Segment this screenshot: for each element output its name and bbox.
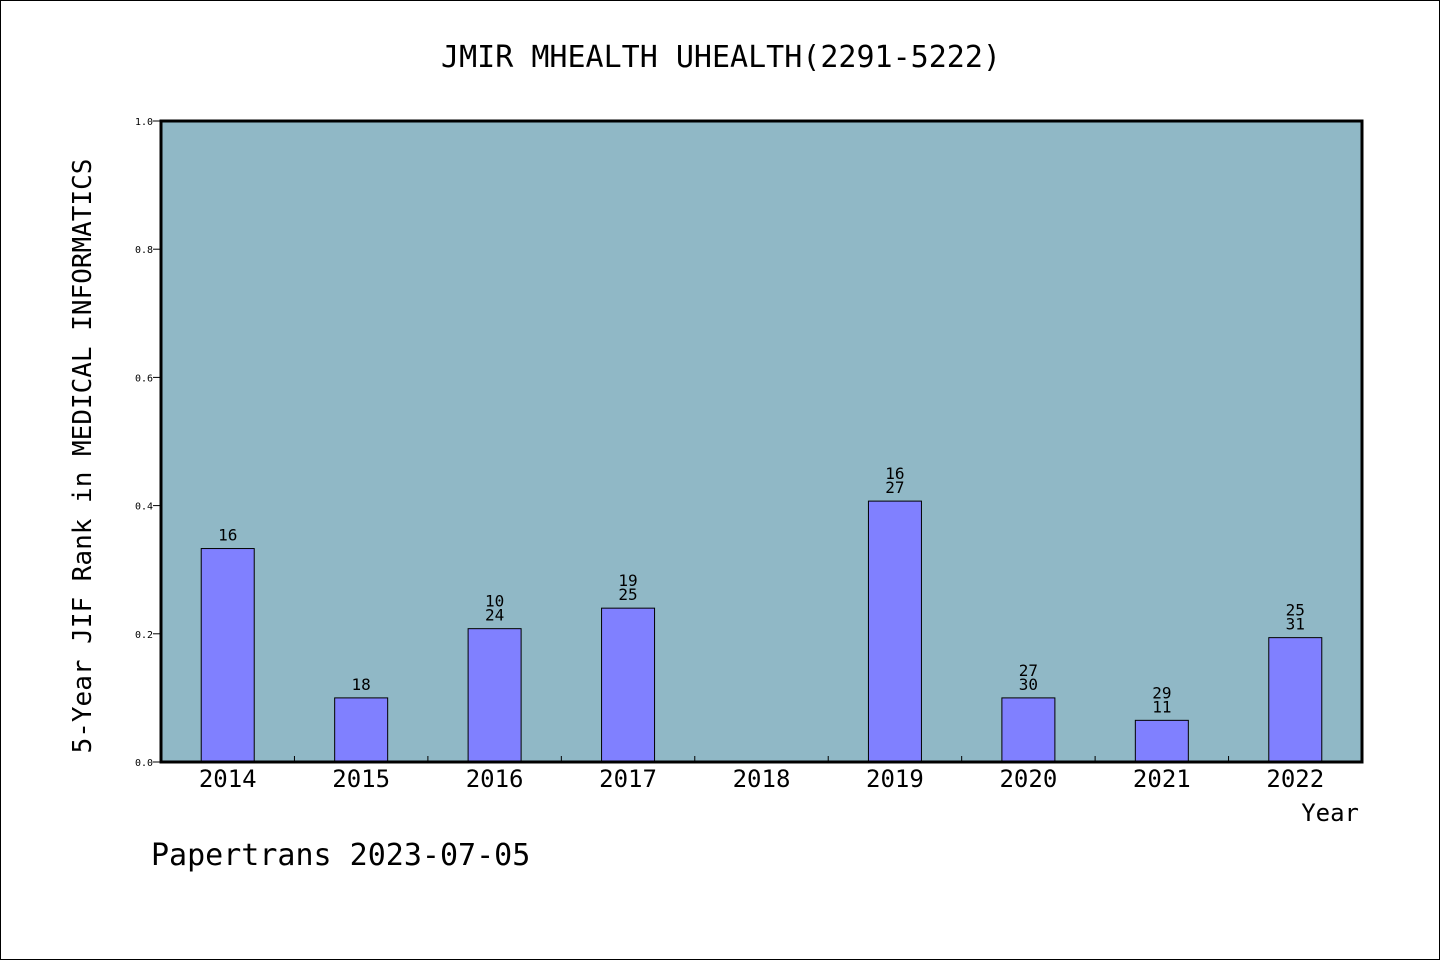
x-tick-label: 2022 (1266, 765, 1324, 793)
bar-data-label: 27 (1019, 661, 1038, 680)
x-ticks: 2014 2015 2016 2017 2018 2019 2020 2021 2022 (199, 756, 1324, 793)
bar (467, 628, 522, 763)
y-tick-label: 0.0 (135, 758, 153, 769)
y-ticks: 0.0 0.2 0.4 0.6 0.8 1.0 (135, 117, 161, 769)
bar (1134, 719, 1189, 763)
x-tick-label: 2020 (999, 765, 1057, 793)
x-tick-label: 2015 (332, 765, 390, 793)
x-tick-label: 2021 (1133, 765, 1191, 793)
x-tick-label: 2018 (733, 765, 791, 793)
footer-watermark: Papertrans 2023-07-05 (151, 838, 530, 873)
bar-data-label: 30 (1019, 675, 1038, 694)
bar-data-label: 16 (885, 464, 904, 483)
bar-data-label: 24 (485, 606, 504, 625)
bar (1001, 697, 1056, 763)
bar-data-label: 25 (618, 585, 637, 604)
bar (200, 548, 255, 763)
x-tick-label: 2019 (866, 765, 924, 793)
x-axis-label: Year (1301, 799, 1359, 827)
chart-title: JMIR MHEALTH UHEALTH(2291-5222) (441, 40, 1001, 75)
y-tick-label: 0.2 (135, 630, 153, 641)
x-tick-label: 2014 (199, 765, 257, 793)
plot-border (159, 119, 1364, 764)
y-tick-label: 0.6 (135, 373, 153, 384)
bar-data-label: 18 (352, 675, 371, 694)
bar (1268, 637, 1323, 763)
bar-data-label: 27 (885, 478, 904, 497)
bar-data-label: 16 (218, 526, 237, 545)
bar (601, 607, 656, 763)
bar-data-label: 11 (1152, 697, 1171, 716)
plot-area (161, 121, 1362, 762)
x-tick-label: 2016 (466, 765, 524, 793)
y-tick-label: 1.0 (135, 117, 153, 128)
bar-data-label: 29 (1152, 683, 1171, 702)
y-tick-label: 0.8 (135, 245, 153, 256)
x-tick-label: 2017 (599, 765, 657, 793)
bar-data-label: 10 (485, 592, 504, 611)
bar-data-label: 31 (1286, 615, 1305, 634)
bar-data-label: 19 (618, 571, 637, 590)
bar-data-label: 25 (1286, 601, 1305, 620)
y-axis-label: 5-Year JIF Rank in MEDICAL INFORMATICS (68, 159, 98, 754)
y-tick-label: 0.4 (135, 502, 153, 513)
bar (334, 697, 389, 763)
bar (867, 500, 922, 763)
